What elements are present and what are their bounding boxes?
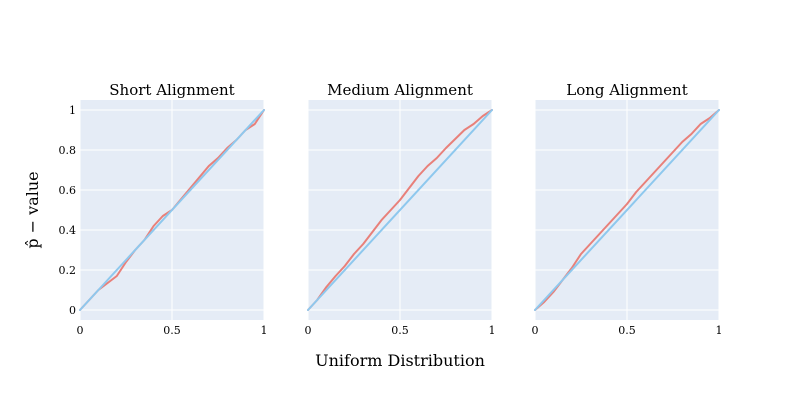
x-tick-label: 0.5 [391, 324, 409, 337]
x-tick-label: 0.5 [618, 324, 636, 337]
x-tick-label: 1 [716, 324, 723, 337]
y-tick-label: 1 [69, 104, 76, 117]
x-tick-label: 0 [305, 324, 312, 337]
panel-title: Medium Alignment [327, 81, 473, 99]
x-tick-label: 0.5 [163, 324, 181, 337]
y-tick-label: 0.6 [59, 184, 77, 197]
empirical-line [307, 109, 493, 311]
x-tick-label: 1 [261, 324, 268, 337]
x-tick-label: 1 [489, 324, 496, 337]
reference-line [307, 109, 493, 311]
x-tick-label: 0 [77, 324, 84, 337]
panel-1: Short Alignment 0 0.5 1 0 0.2 0.4 0.6 0.8 1 [59, 81, 268, 337]
panel-2: Medium Alignment 0 0.5 1 [305, 81, 496, 337]
x-tick-label: 0 [532, 324, 539, 337]
y-tick-label: 0 [69, 304, 76, 317]
panel-3: Long Alignment 0 0.5 1 [532, 81, 723, 337]
panel-title: Short Alignment [109, 81, 234, 99]
y-tick-label: 0.4 [59, 224, 77, 237]
x-axis-title: Uniform Distribution [315, 351, 485, 370]
panel-title: Long Alignment [566, 81, 688, 99]
reference-line [534, 109, 720, 311]
y-tick-label: 0.2 [59, 264, 77, 277]
reference-line [79, 109, 265, 311]
y-tick-label: 0.8 [59, 144, 77, 157]
y-axis-title: p̂ − value [23, 171, 42, 248]
